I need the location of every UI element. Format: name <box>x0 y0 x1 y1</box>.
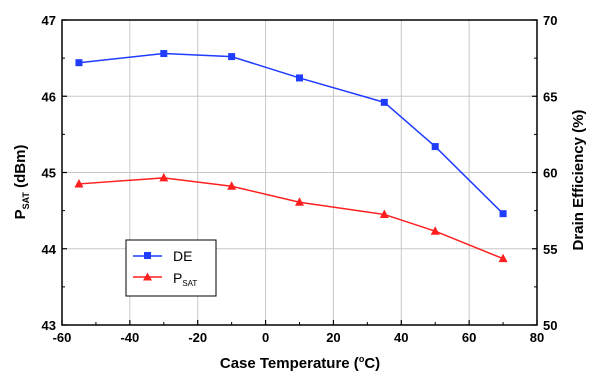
x-tick-label: -40 <box>120 330 139 345</box>
y-left-tick-label: 45 <box>42 166 56 181</box>
x-tick-label: 0 <box>262 330 269 345</box>
y-right-tick-label: 60 <box>543 166 557 181</box>
x-tick-label: 40 <box>394 330 408 345</box>
x-axis-label: Case Temperature (oC) <box>220 354 380 372</box>
legend-psat-label: PSAT <box>173 270 197 288</box>
x-label-tail: C) <box>364 355 380 372</box>
series-psat-point <box>74 178 84 188</box>
legend-psat-label-main: P <box>173 270 182 286</box>
series-de-point <box>296 74 303 82</box>
y-left-label-sub: SAT <box>21 192 31 210</box>
legend-psat-marker <box>143 272 152 281</box>
x-tick-label: -20 <box>188 330 207 345</box>
legend: DE PSAT <box>125 239 217 297</box>
x-tick-label: 60 <box>462 330 476 345</box>
x-label-sup: o <box>359 354 365 364</box>
y-right-tick-label: 65 <box>543 89 557 104</box>
series-de-point <box>499 210 507 218</box>
y-left-tick-label: 47 <box>42 13 56 28</box>
y-right-tick-label: 50 <box>543 318 557 333</box>
legend-de-label: DE <box>173 248 192 264</box>
y-left-tick-label: 46 <box>42 89 56 104</box>
legend-de-marker <box>144 252 151 259</box>
axis-ticks: -60 -40 -20 0 20 40 60 80 43 44 45 46 47 50 55 60 65 70 <box>42 13 558 345</box>
legend-psat-label-sub: SAT <box>182 279 197 288</box>
series-de-point <box>380 98 388 106</box>
series-psat-point <box>159 172 169 182</box>
x-tick-label: 80 <box>530 330 544 345</box>
y-left-tick-label: 44 <box>42 242 57 257</box>
series-de-point <box>75 59 83 67</box>
series-de-line <box>78 52 504 215</box>
x-tick-label: -60 <box>53 330 72 345</box>
series-psat-point <box>379 209 389 218</box>
y-left-tick-label: 43 <box>42 318 56 333</box>
y-right-tick-label: 55 <box>543 242 557 257</box>
legend-box <box>125 239 217 297</box>
x-tick-label: 20 <box>326 330 340 345</box>
y-left-label-main: P <box>12 209 29 219</box>
series-layer <box>74 50 508 263</box>
series-de-point <box>228 53 236 61</box>
y-right-tick-label: 70 <box>543 13 557 28</box>
x-label-main: Case Temperature ( <box>220 355 359 372</box>
y-right-axis-label: Drain Efficiency (%) <box>570 110 587 251</box>
series-psat-point <box>430 226 440 235</box>
y-left-axis-label: PSAT (dBm) <box>12 145 31 220</box>
series-de-point <box>160 50 168 58</box>
series-psat-point <box>498 253 508 263</box>
series-psat-point <box>227 181 237 190</box>
y-left-label-tail: (dBm) <box>12 145 29 193</box>
series-psat-point <box>295 197 304 206</box>
series-de-point <box>431 143 439 151</box>
